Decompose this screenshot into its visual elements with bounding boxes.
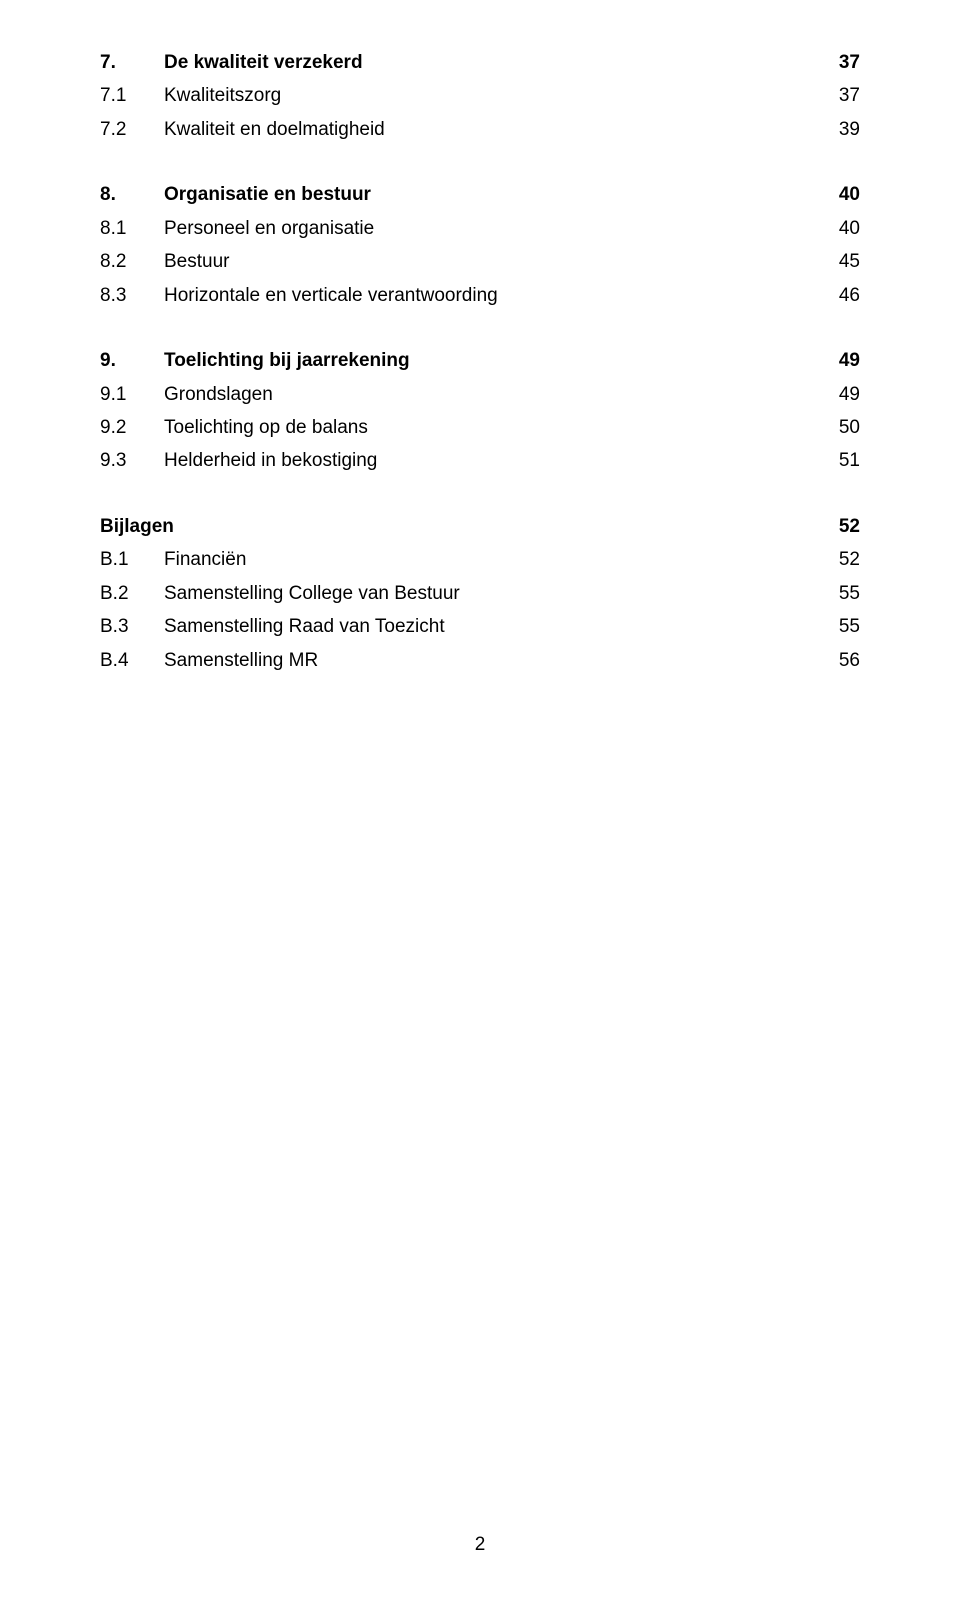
- toc-title: Grondslagen: [164, 380, 810, 409]
- toc-header-row: 7. De kwaliteit verzekerd 37: [100, 48, 860, 77]
- toc-item-row: 7.2 Kwaliteit en doelmatigheid 39: [100, 115, 860, 144]
- toc-title: Samenstelling MR: [164, 646, 810, 675]
- toc-title: Horizontale en verticale verantwoording: [164, 281, 810, 310]
- toc-page: 7. De kwaliteit verzekerd 37 7.1 Kwalite…: [0, 0, 960, 675]
- toc-page-num: 40: [810, 180, 860, 209]
- toc-page-num: 52: [810, 512, 860, 541]
- toc-num: 7.2: [100, 115, 164, 144]
- toc-title: Samenstelling College van Bestuur: [164, 579, 810, 608]
- toc-page-num: 39: [810, 115, 860, 144]
- toc-num: 8.3: [100, 281, 164, 310]
- toc-num: Bijlagen: [100, 512, 174, 541]
- toc-num: 7.1: [100, 81, 164, 110]
- toc-item-row: 9.3 Helderheid in bekostiging 51: [100, 446, 860, 475]
- toc-header-row: 8. Organisatie en bestuur 40: [100, 180, 860, 209]
- toc-title: Financiën: [164, 545, 810, 574]
- toc-title: Helderheid in bekostiging: [164, 446, 810, 475]
- toc-page-num: 46: [810, 281, 860, 310]
- toc-page-num: 45: [810, 247, 860, 276]
- toc-num: B.3: [100, 612, 164, 641]
- toc-num: 8.1: [100, 214, 164, 243]
- toc-num: 9.2: [100, 413, 164, 442]
- toc-num: 7.: [100, 48, 164, 77]
- toc-title: Kwaliteitszorg: [164, 81, 810, 110]
- toc-item-row: 9.2 Toelichting op de balans 50: [100, 413, 860, 442]
- page-number: 2: [0, 1534, 960, 1556]
- toc-title: Toelichting op de balans: [164, 413, 810, 442]
- toc-num: 9.: [100, 346, 164, 375]
- toc-page-num: 49: [810, 380, 860, 409]
- toc-item-row: 8.2 Bestuur 45: [100, 247, 860, 276]
- toc-title: Kwaliteit en doelmatigheid: [164, 115, 810, 144]
- toc-item-row: 9.1 Grondslagen 49: [100, 380, 860, 409]
- toc-item-row: B.3 Samenstelling Raad van Toezicht 55: [100, 612, 860, 641]
- toc-page-num: 50: [810, 413, 860, 442]
- toc-page-num: 37: [810, 81, 860, 110]
- toc-num: 9.3: [100, 446, 164, 475]
- toc-item-row: B.4 Samenstelling MR 56: [100, 646, 860, 675]
- toc-page-num: 55: [810, 579, 860, 608]
- toc-num: B.2: [100, 579, 164, 608]
- toc-section-7: 7. De kwaliteit verzekerd 37 7.1 Kwalite…: [100, 48, 860, 144]
- toc-header-row: 9. Toelichting bij jaarrekening 49: [100, 346, 860, 375]
- toc-num: B.4: [100, 646, 164, 675]
- toc-title: Samenstelling Raad van Toezicht: [164, 612, 810, 641]
- toc-item-row: 7.1 Kwaliteitszorg 37: [100, 81, 860, 110]
- toc-item-row: B.1 Financiën 52: [100, 545, 860, 574]
- toc-header-row: Bijlagen 52: [100, 512, 860, 541]
- toc-title: Organisatie en bestuur: [164, 180, 810, 209]
- toc-section-bijlagen: Bijlagen 52 B.1 Financiën 52 B.2 Samenst…: [100, 512, 860, 675]
- toc-page-num: 40: [810, 214, 860, 243]
- toc-num: 9.1: [100, 380, 164, 409]
- toc-page-num: 56: [810, 646, 860, 675]
- toc-title: Bestuur: [164, 247, 810, 276]
- toc-title: De kwaliteit verzekerd: [164, 48, 810, 77]
- toc-page-num: 37: [810, 48, 860, 77]
- toc-page-num: 52: [810, 545, 860, 574]
- toc-page-num: 51: [810, 446, 860, 475]
- toc-section-8: 8. Organisatie en bestuur 40 8.1 Persone…: [100, 180, 860, 310]
- toc-title: Personeel en organisatie: [164, 214, 810, 243]
- toc-page-num: 49: [810, 346, 860, 375]
- toc-section-9: 9. Toelichting bij jaarrekening 49 9.1 G…: [100, 346, 860, 476]
- toc-num: 8.2: [100, 247, 164, 276]
- toc-item-row: 8.1 Personeel en organisatie 40: [100, 214, 860, 243]
- toc-item-row: B.2 Samenstelling College van Bestuur 55: [100, 579, 860, 608]
- toc-num: 8.: [100, 180, 164, 209]
- toc-item-row: 8.3 Horizontale en verticale verantwoord…: [100, 281, 860, 310]
- toc-title: Toelichting bij jaarrekening: [164, 346, 810, 375]
- toc-num: B.1: [100, 545, 164, 574]
- toc-page-num: 55: [810, 612, 860, 641]
